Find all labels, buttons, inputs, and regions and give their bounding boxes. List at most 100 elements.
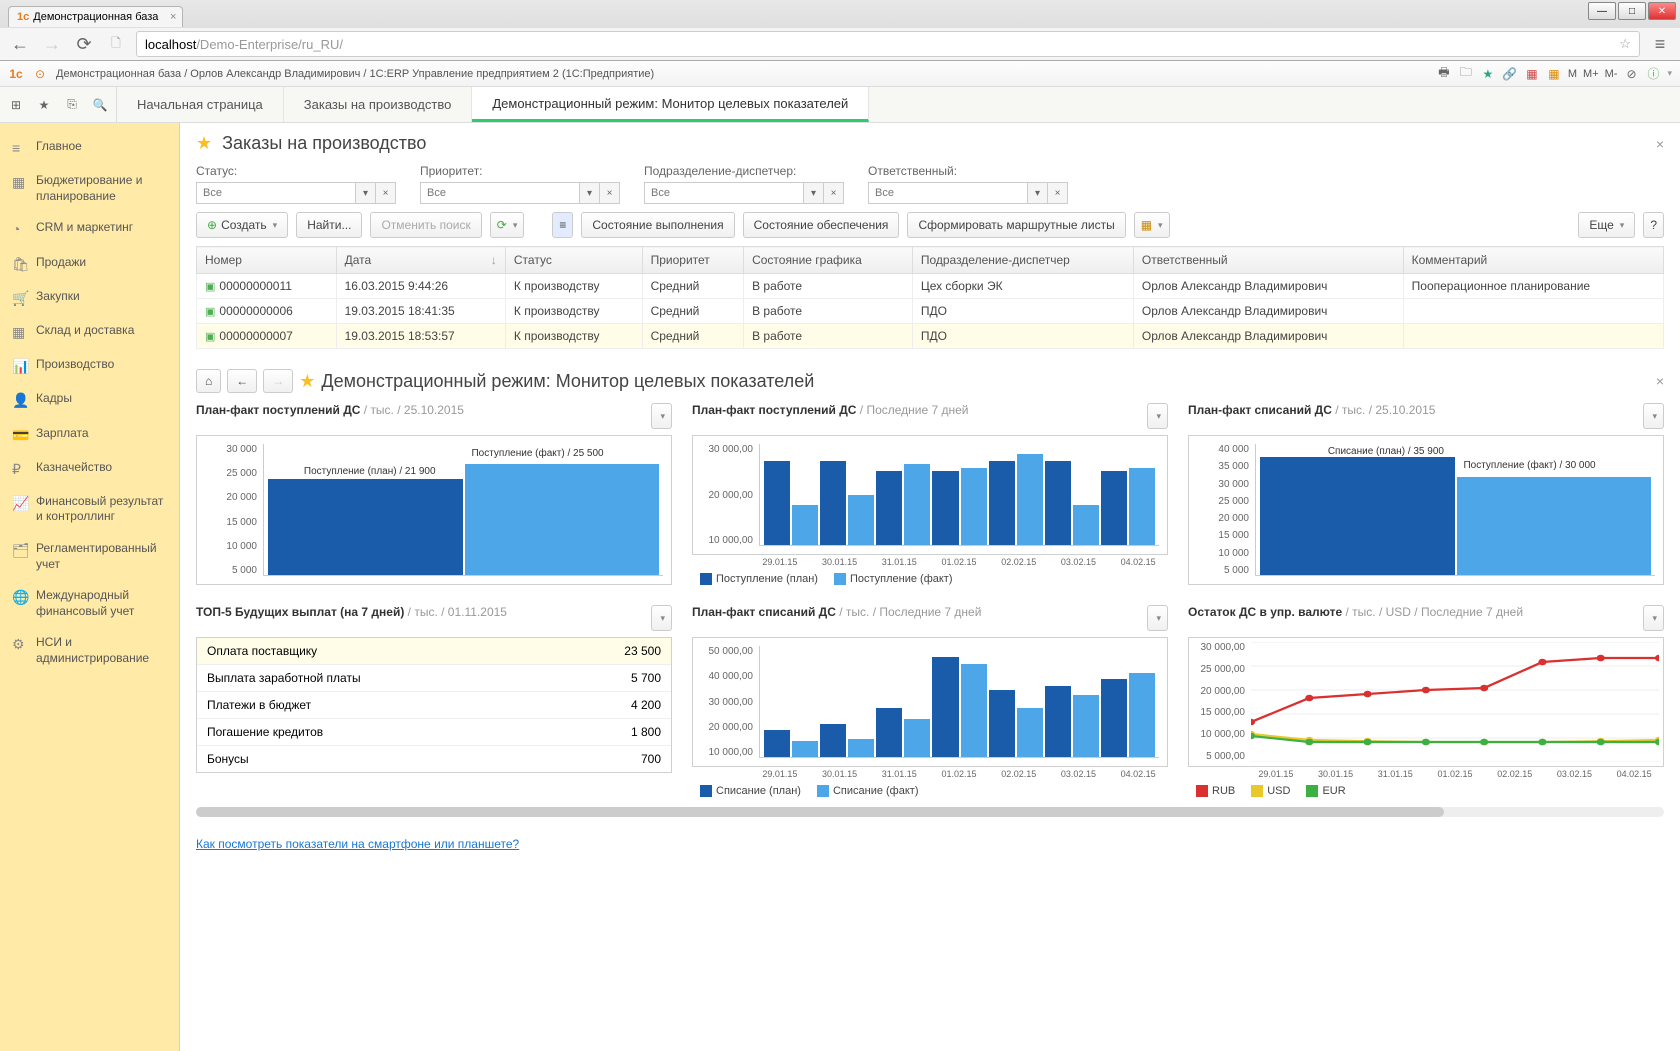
- link-icon[interactable]: 🔗: [1502, 66, 1518, 82]
- minimize-button[interactable]: —: [1588, 2, 1616, 20]
- favorite-icon[interactable]: ★: [1480, 66, 1496, 82]
- tab-close-icon[interactable]: ×: [170, 11, 176, 23]
- filter-clear-button[interactable]: ×: [1048, 182, 1068, 204]
- cancel-search-button[interactable]: Отменить поиск: [370, 212, 481, 238]
- filter-clear-button[interactable]: ×: [376, 182, 396, 204]
- menu-icon[interactable]: ≡: [1648, 32, 1672, 56]
- url-input[interactable]: localhost/Demo-Enterprise/ru_RU/ ☆: [136, 31, 1640, 57]
- monitor-star-icon[interactable]: ★: [299, 371, 315, 392]
- more-button[interactable]: Еще ▾: [1578, 212, 1635, 238]
- top5-row[interactable]: Выплата заработной платы5 700: [197, 665, 671, 692]
- close-window-button[interactable]: ✕: [1648, 2, 1676, 20]
- top5-row[interactable]: Платежи в бюджет4 200: [197, 692, 671, 719]
- filter-input[interactable]: [644, 182, 804, 204]
- print-icon[interactable]: 🖶: [1436, 66, 1452, 82]
- calc-icon[interactable]: ▦: [1546, 66, 1562, 82]
- filter-input[interactable]: [868, 182, 1028, 204]
- table-column-header[interactable]: Статус: [505, 247, 642, 274]
- nav-fwd-button[interactable]: →: [263, 369, 293, 393]
- bookmark-icon[interactable]: ☆: [1619, 36, 1631, 52]
- widget-dropdown-button[interactable]: ▾: [1643, 605, 1664, 631]
- table-row[interactable]: ▣0000000000619.03.2015 18:41:35К произво…: [197, 299, 1664, 324]
- filter-dropdown-button[interactable]: ▾: [356, 182, 376, 204]
- sidebar-item[interactable]: ▦Бюджетирование и планирование: [0, 165, 179, 212]
- filter-dropdown-button[interactable]: ▾: [580, 182, 600, 204]
- sidebar-item[interactable]: ⚙НСИ и администрирование: [0, 627, 179, 674]
- back-button[interactable]: ←: [8, 32, 32, 56]
- table-column-header[interactable]: Подразделение-диспетчер: [912, 247, 1133, 274]
- widget-dropdown-button[interactable]: ▾: [651, 403, 672, 429]
- filter-dropdown-button[interactable]: ▾: [1028, 182, 1048, 204]
- table-column-header[interactable]: Состояние графика: [744, 247, 913, 274]
- reset-icon[interactable]: ⊘: [1623, 66, 1639, 82]
- table-column-header[interactable]: Дата ↓: [336, 247, 505, 274]
- m-label[interactable]: M: [1568, 68, 1577, 80]
- filter-clear-button[interactable]: ×: [600, 182, 620, 204]
- horizontal-scrollbar[interactable]: [196, 807, 1664, 817]
- table-row[interactable]: ▣0000000000719.03.2015 18:53:57К произво…: [197, 324, 1664, 349]
- sidebar-item[interactable]: 📊Производство: [0, 349, 179, 383]
- chart: 30 000,0020 000,0010 000,00: [692, 435, 1168, 555]
- panel-star-icon[interactable]: ★: [196, 133, 212, 154]
- filter-input[interactable]: [196, 182, 356, 204]
- sidebar-item[interactable]: 🛍Продажи: [0, 247, 179, 281]
- footer-link[interactable]: Как посмотреть показатели на смартфоне и…: [196, 837, 519, 851]
- sidebar-item[interactable]: 🌐Международный финансовый учет: [0, 580, 179, 627]
- sidebar-item[interactable]: ▦Склад и доставка: [0, 315, 179, 349]
- sidebar-item[interactable]: 🛒Закупки: [0, 281, 179, 315]
- exec-state-button[interactable]: Состояние выполнения: [581, 212, 734, 238]
- table-column-header[interactable]: Комментарий: [1403, 247, 1663, 274]
- mminus-label[interactable]: M-: [1605, 68, 1618, 80]
- sidebar-item[interactable]: ≡Главное: [0, 131, 179, 165]
- find-button[interactable]: Найти...: [296, 212, 362, 238]
- reload-button[interactable]: ⟳: [72, 32, 96, 56]
- filter-input[interactable]: [420, 182, 580, 204]
- mplus-label[interactable]: M+: [1583, 68, 1599, 80]
- info-icon[interactable]: ⓘ: [1645, 66, 1661, 82]
- widget-dropdown-button[interactable]: ▾: [1147, 605, 1168, 631]
- widget-dropdown-button[interactable]: ▾: [1147, 403, 1168, 429]
- table-column-header[interactable]: Ответственный: [1133, 247, 1403, 274]
- sidebar-item[interactable]: ₽Казначейство: [0, 452, 179, 486]
- table-column-header[interactable]: Приоритет: [642, 247, 743, 274]
- save-icon[interactable]: 🗀: [1458, 66, 1474, 82]
- top5-row[interactable]: Бонусы700: [197, 746, 671, 772]
- main-tab[interactable]: Заказы на производство: [284, 87, 473, 122]
- filter-dropdown-button[interactable]: ▾: [804, 182, 824, 204]
- grid-icon[interactable]: ⊞: [8, 97, 24, 113]
- orders-panel-close-icon[interactable]: ×: [1656, 136, 1664, 152]
- sidebar-item[interactable]: 👤Кадры: [0, 383, 179, 417]
- star-icon[interactable]: ★: [36, 97, 52, 113]
- supply-state-button[interactable]: Состояние обеспечения: [743, 212, 900, 238]
- history-icon[interactable]: ⎘: [64, 97, 80, 113]
- widget-dropdown-button[interactable]: ▾: [651, 605, 672, 631]
- maximize-button[interactable]: □: [1618, 2, 1646, 20]
- sidebar-item[interactable]: 🗂Регламентированный учет: [0, 533, 179, 580]
- report-button[interactable]: ▦▾: [1134, 212, 1170, 238]
- route-sheets-button[interactable]: Сформировать маршрутные листы: [907, 212, 1125, 238]
- top5-row[interactable]: Погашение кредитов1 800: [197, 719, 671, 746]
- list-view-button[interactable]: ≡: [552, 212, 573, 238]
- main-tab[interactable]: Демонстрационный режим: Монитор целевых …: [472, 87, 869, 122]
- home-button[interactable]: ⌂: [196, 369, 221, 393]
- table-row[interactable]: ▣0000000001116.03.2015 9:44:26К производ…: [197, 274, 1664, 299]
- sidebar-item[interactable]: ◔CRM и маркетинг: [0, 212, 179, 246]
- sidebar-item[interactable]: 📈Финансовый результат и контроллинг: [0, 486, 179, 533]
- main-tab[interactable]: Начальная страница: [117, 87, 284, 122]
- refresh-button[interactable]: ⟳▾: [490, 212, 525, 238]
- filter-clear-button[interactable]: ×: [824, 182, 844, 204]
- calendar-icon[interactable]: ▦: [1524, 66, 1540, 82]
- nav-back-button[interactable]: ←: [227, 369, 257, 393]
- monitor-close-icon[interactable]: ×: [1656, 373, 1664, 389]
- forward-button[interactable]: →: [40, 32, 64, 56]
- widget-dropdown-button[interactable]: ▾: [1643, 403, 1664, 429]
- help-button[interactable]: ?: [1643, 212, 1664, 238]
- info-dd-icon[interactable]: ▾: [1667, 68, 1672, 79]
- sidebar-item[interactable]: 💳Зарплата: [0, 418, 179, 452]
- table-column-header[interactable]: Номер: [197, 247, 337, 274]
- search-icon[interactable]: 🔍: [92, 97, 108, 113]
- nav-dropdown-icon[interactable]: ⊙: [32, 66, 48, 82]
- create-button[interactable]: ⊕ Создать ▾: [196, 212, 288, 238]
- top5-row[interactable]: Оплата поставщику23 500: [197, 638, 671, 665]
- browser-tab[interactable]: 1c Демонстрационная база ×: [8, 6, 183, 27]
